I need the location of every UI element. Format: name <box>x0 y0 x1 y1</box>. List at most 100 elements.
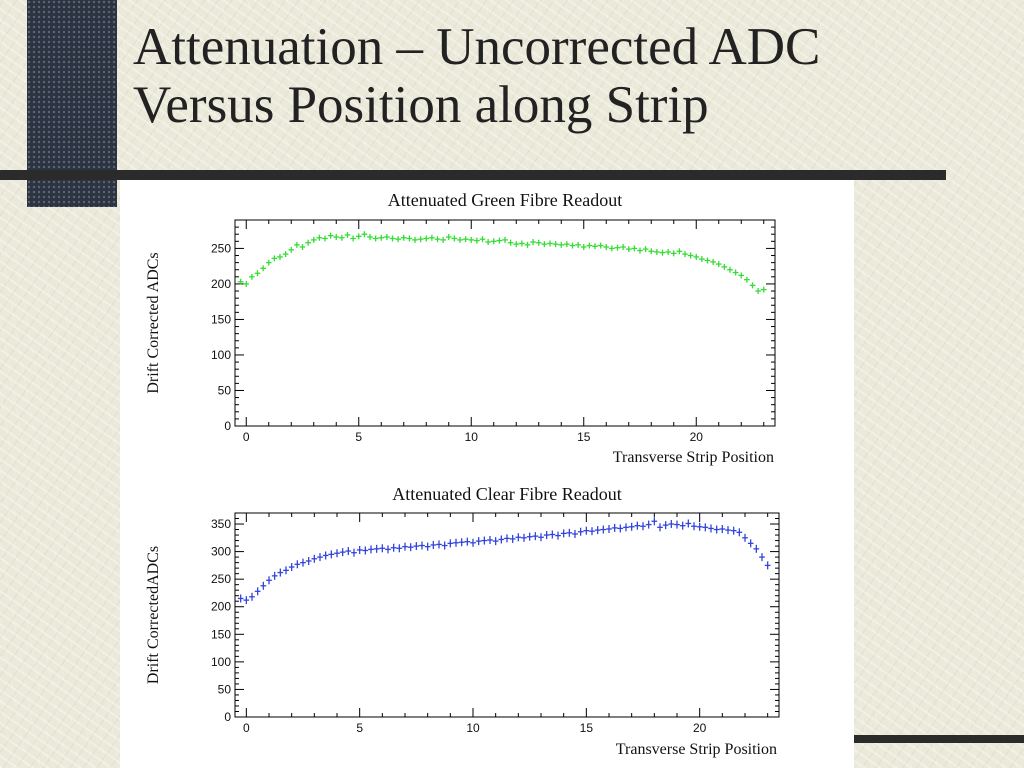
data-point <box>271 255 278 262</box>
data-point <box>260 265 266 272</box>
data-point <box>693 253 700 260</box>
data-point <box>447 539 454 548</box>
data-point <box>282 251 289 258</box>
data-point <box>530 239 536 246</box>
data-point <box>316 234 323 241</box>
data-point <box>271 571 278 580</box>
data-point <box>760 286 767 293</box>
data-point <box>299 243 306 250</box>
data-point <box>674 520 680 529</box>
data-point <box>580 243 587 250</box>
data-point <box>356 545 363 554</box>
x-tick-label: 0 <box>243 430 250 444</box>
data-point <box>490 238 497 245</box>
data-point <box>721 263 728 270</box>
data-point <box>631 245 638 252</box>
data-point <box>474 237 480 244</box>
y-tick-label: 0 <box>224 419 231 433</box>
data-point <box>434 236 441 243</box>
x-axis-label: Transverse Strip Position <box>616 741 777 758</box>
data-point <box>378 234 385 241</box>
data-point <box>237 278 244 285</box>
data-point <box>642 246 649 253</box>
data-point <box>526 532 533 541</box>
data-point <box>702 523 709 532</box>
x-tick-label: 20 <box>690 430 704 444</box>
data-point <box>390 543 397 552</box>
data-point <box>586 242 593 249</box>
data-point <box>419 541 425 550</box>
data-point <box>558 241 565 248</box>
y-tick-label: 250 <box>211 572 231 586</box>
data-point <box>676 248 683 255</box>
data-point <box>609 245 615 252</box>
y-tick-label: 50 <box>218 383 232 397</box>
data-point <box>311 554 318 563</box>
data-point <box>625 246 632 253</box>
data-point <box>254 270 261 277</box>
y-tick-label: 100 <box>211 655 231 669</box>
data-point <box>665 248 671 255</box>
data-point <box>351 548 357 557</box>
data-point <box>502 236 508 243</box>
data-point <box>744 276 750 283</box>
x-tick-label: 10 <box>465 430 479 444</box>
x-tick-label: 20 <box>693 721 707 735</box>
data-point <box>654 248 660 255</box>
plots-svg: Attenuated Green Fibre Readout0501001502… <box>145 190 780 758</box>
data-point <box>350 235 356 242</box>
data-point <box>355 233 362 240</box>
data-point <box>294 241 300 248</box>
data-point <box>249 273 255 280</box>
data-point <box>662 521 669 530</box>
data-point <box>339 234 345 241</box>
y-tick-label: 300 <box>211 545 231 559</box>
data-point <box>617 524 624 533</box>
data-point <box>710 258 716 265</box>
data-point <box>288 563 295 572</box>
data-point <box>389 235 396 242</box>
data-point <box>687 252 694 259</box>
data-point <box>475 537 482 546</box>
data-point <box>719 524 726 533</box>
data-point <box>406 235 413 242</box>
data-point <box>736 528 743 537</box>
data-point <box>367 234 373 241</box>
data-point <box>509 534 516 543</box>
data-point <box>552 241 559 248</box>
data-point <box>685 519 692 528</box>
data-point <box>441 541 448 550</box>
data-point <box>317 553 323 562</box>
x-tick-label: 0 <box>243 721 250 735</box>
y-tick-label: 350 <box>211 517 231 531</box>
data-point <box>468 236 475 243</box>
data-point <box>424 542 431 551</box>
data-point <box>413 542 420 551</box>
y-axis-label: Drift CorrectedADCs <box>145 546 162 684</box>
data-point <box>628 522 635 531</box>
data-point <box>704 257 711 264</box>
bottom-right-rule <box>853 735 1024 743</box>
data-point <box>445 234 452 241</box>
data-point <box>589 527 595 536</box>
y-axis-label: Drift Corrected ADCs <box>145 252 162 393</box>
data-point <box>265 259 272 266</box>
data-point <box>423 235 430 242</box>
data-point <box>577 527 584 536</box>
y-tick-label: 50 <box>218 682 232 696</box>
y-tick-label: 200 <box>211 277 231 291</box>
x-tick-label: 5 <box>355 430 362 444</box>
data-point <box>479 236 486 243</box>
data-point <box>549 530 556 539</box>
data-point <box>547 240 553 247</box>
data-point <box>407 543 414 552</box>
data-point <box>603 243 610 250</box>
data-point <box>485 239 491 246</box>
data-point <box>620 243 626 250</box>
data-point <box>507 239 514 246</box>
x-tick-label: 15 <box>577 430 591 444</box>
data-point <box>345 547 352 556</box>
data-point <box>614 244 621 251</box>
data-point <box>305 556 312 565</box>
data-point <box>395 236 401 243</box>
